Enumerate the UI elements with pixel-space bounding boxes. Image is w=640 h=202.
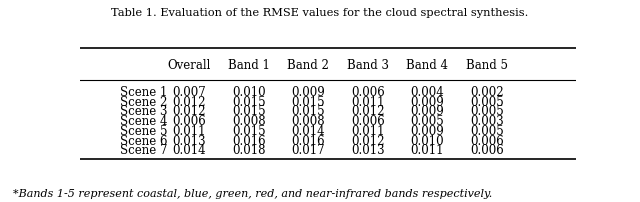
Text: Scene 5: Scene 5 xyxy=(120,124,167,137)
Text: 0.010: 0.010 xyxy=(410,134,444,147)
Text: 0.014: 0.014 xyxy=(291,124,325,137)
Text: 0.007: 0.007 xyxy=(172,86,206,99)
Text: 0.012: 0.012 xyxy=(172,105,206,118)
Text: Band 3: Band 3 xyxy=(347,58,388,71)
Text: 0.012: 0.012 xyxy=(351,105,385,118)
Text: Band 2: Band 2 xyxy=(287,58,329,71)
Text: Scene 7: Scene 7 xyxy=(120,144,167,157)
Text: 0.013: 0.013 xyxy=(172,134,206,147)
Text: 0.011: 0.011 xyxy=(351,95,385,108)
Text: 0.012: 0.012 xyxy=(351,134,385,147)
Text: 0.004: 0.004 xyxy=(410,86,444,99)
Text: 0.006: 0.006 xyxy=(172,115,206,127)
Text: 0.013: 0.013 xyxy=(351,144,385,157)
Text: Band 1: Band 1 xyxy=(228,58,269,71)
Text: 0.016: 0.016 xyxy=(291,134,325,147)
Text: *Bands 1-5 represent coastal, blue, green, red, and near-infrared bands respecti: *Bands 1-5 represent coastal, blue, gree… xyxy=(13,188,492,198)
Text: 0.005: 0.005 xyxy=(470,95,504,108)
Text: 0.015: 0.015 xyxy=(291,105,325,118)
Text: 0.009: 0.009 xyxy=(410,124,444,137)
Text: 0.010: 0.010 xyxy=(232,86,266,99)
Text: 0.015: 0.015 xyxy=(291,95,325,108)
Text: 0.018: 0.018 xyxy=(232,144,266,157)
Text: Band 5: Band 5 xyxy=(466,58,508,71)
Text: Overall: Overall xyxy=(168,58,211,71)
Text: 0.006: 0.006 xyxy=(470,144,504,157)
Text: 0.005: 0.005 xyxy=(410,115,444,127)
Text: 0.012: 0.012 xyxy=(172,95,206,108)
Text: Table 1. Evaluation of the RMSE values for the cloud spectral synthesis.: Table 1. Evaluation of the RMSE values f… xyxy=(111,8,529,18)
Text: 0.008: 0.008 xyxy=(291,115,325,127)
Text: 0.009: 0.009 xyxy=(410,105,444,118)
Text: Band 4: Band 4 xyxy=(406,58,448,71)
Text: 0.005: 0.005 xyxy=(470,105,504,118)
Text: 0.015: 0.015 xyxy=(232,95,266,108)
Text: Scene 4: Scene 4 xyxy=(120,115,167,127)
Text: 0.006: 0.006 xyxy=(351,86,385,99)
Text: 0.011: 0.011 xyxy=(351,124,385,137)
Text: 0.008: 0.008 xyxy=(232,115,266,127)
Text: 0.015: 0.015 xyxy=(232,124,266,137)
Text: 0.017: 0.017 xyxy=(291,144,325,157)
Text: Scene 6: Scene 6 xyxy=(120,134,167,147)
Text: 0.002: 0.002 xyxy=(470,86,504,99)
Text: 0.006: 0.006 xyxy=(351,115,385,127)
Text: 0.005: 0.005 xyxy=(470,124,504,137)
Text: 0.011: 0.011 xyxy=(410,144,444,157)
Text: 0.011: 0.011 xyxy=(172,124,206,137)
Text: 0.014: 0.014 xyxy=(172,144,206,157)
Text: 0.015: 0.015 xyxy=(232,105,266,118)
Text: Scene 2: Scene 2 xyxy=(120,95,167,108)
Text: Scene 3: Scene 3 xyxy=(120,105,167,118)
Text: 0.003: 0.003 xyxy=(470,115,504,127)
Text: 0.009: 0.009 xyxy=(410,95,444,108)
Text: 0.016: 0.016 xyxy=(232,134,266,147)
Text: 0.006: 0.006 xyxy=(470,134,504,147)
Text: Scene 1: Scene 1 xyxy=(120,86,167,99)
Text: 0.009: 0.009 xyxy=(291,86,325,99)
